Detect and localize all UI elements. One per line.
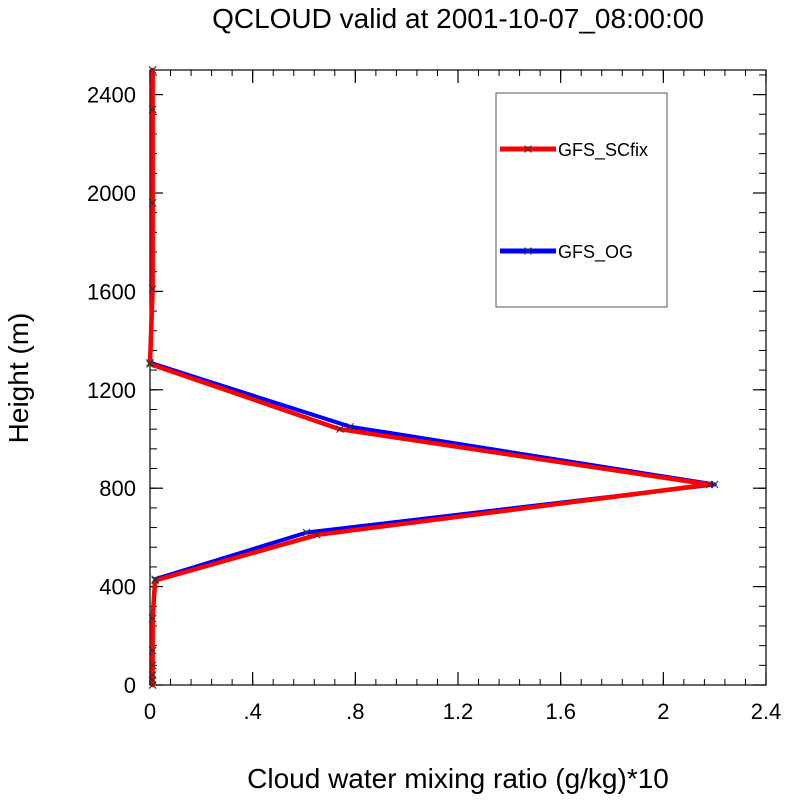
x-tick-label: 0	[144, 699, 156, 724]
y-tick-label: 2000	[87, 181, 136, 206]
data-point-marker	[148, 198, 157, 207]
y-axis-label: Height (m)	[3, 313, 34, 444]
data-point-marker	[346, 422, 355, 431]
y-tick-label: 0	[124, 673, 136, 698]
legend-box	[495, 92, 668, 308]
data-point-marker	[302, 528, 311, 537]
y-tick-label: 800	[99, 476, 136, 501]
data-point-marker	[148, 66, 157, 74]
data-point-marker	[312, 531, 321, 539]
legend-marker	[524, 145, 532, 153]
y-tick-label: 1600	[87, 279, 136, 304]
x-tick-label: 1.6	[545, 699, 576, 724]
data-point-marker	[151, 576, 159, 585]
x-tick-label: 1.2	[443, 699, 474, 724]
x-axis-label: Cloud water mixing ratio (g/kg)*10	[247, 763, 669, 794]
data-point-marker	[151, 575, 159, 584]
data-point-marker	[705, 480, 714, 489]
data-point-marker	[336, 425, 344, 434]
data-point-marker	[146, 358, 154, 367]
y-tick-label: 400	[99, 575, 136, 600]
plot-area: 0 .4 .8 1.2 1.6 2 2.4 0 400 800 1200 1600 2000 2400	[87, 66, 782, 724]
data-point-marker	[148, 614, 157, 623]
data-point-marker	[148, 105, 157, 114]
data-point-marker	[148, 661, 157, 670]
data-point-marker	[146, 360, 154, 368]
y-tick-label: 1200	[87, 378, 136, 403]
data-point-marker	[148, 646, 157, 655]
y-tick-label: 2400	[87, 83, 136, 108]
plot-frame	[149, 69, 767, 686]
legend-label-gfs_scfix: GFS_SCfix	[558, 140, 648, 161]
data-point-marker	[148, 671, 157, 680]
x-tick-label: 2.4	[751, 699, 782, 724]
data-point-marker	[148, 285, 157, 293]
legend-marker	[524, 247, 532, 255]
x-tick-label: .8	[346, 699, 364, 724]
legend: GFS_SCfix GFS_OG	[495, 92, 668, 308]
x-tick-label: .4	[243, 699, 261, 724]
legend-label-gfs_og: GFS_OG	[558, 242, 633, 263]
x-tick-label: 2	[657, 699, 669, 724]
chart-title: QCLOUD valid at 2001-10-07_08:00:00	[212, 3, 704, 34]
